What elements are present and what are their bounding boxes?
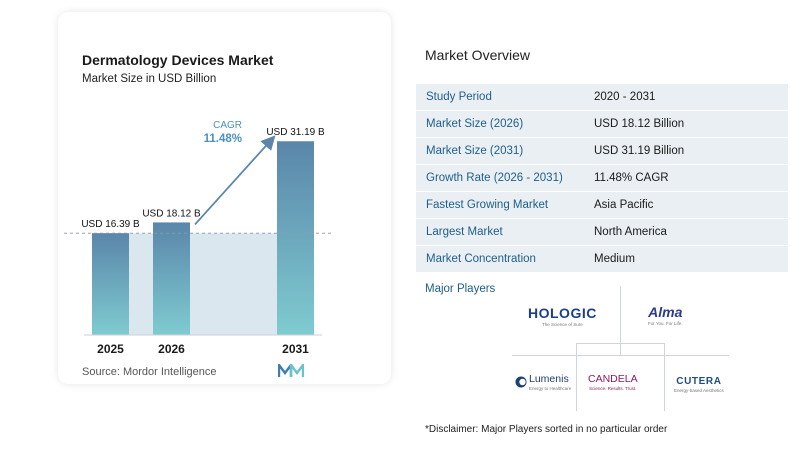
bar-2026 [153, 222, 190, 335]
overview-row: Fastest Growing Market Asia Pacific [416, 192, 788, 219]
overview-row: Market Concentration Medium [416, 246, 788, 273]
row-value: USD 18.12 Billion [594, 118, 685, 130]
cutera-logo: CUTERA Energy-based Aesthetics [674, 376, 724, 393]
category-label-2026: 2026 [158, 342, 185, 356]
alma-logo: Alma For You. For Life. [648, 304, 683, 326]
major-players-label: Major Players [425, 283, 496, 295]
overview-title: Market Overview [425, 47, 531, 63]
row-value: Asia Pacific [594, 199, 654, 211]
disclaimer-note: *Disclaimer: Major Players sorted in no … [425, 424, 668, 435]
row-value: 11.48% CAGR [594, 172, 669, 184]
mordor-intelligence-logo-icon [278, 364, 304, 377]
row-label: Study Period [426, 91, 492, 103]
logo-tagline: For You. For Life. [648, 321, 683, 326]
logo-name: Alma [648, 304, 683, 320]
overview-row: Market Size (2031) USD 31.19 Billion [416, 138, 788, 165]
logo-name: CUTERA [676, 376, 722, 387]
logo-name: HOLOGIC [528, 305, 597, 321]
source-note: Source: Mordor Intelligence [82, 366, 217, 378]
data-label-2026: USD 18.12 B [142, 208, 201, 219]
row-value: Medium [594, 253, 635, 265]
overview-table: Study Period 2020 - 2031 Market Size (20… [416, 84, 788, 273]
chart-subtitle: Market Size in USD Billion [82, 73, 217, 85]
row-label: Largest Market [426, 226, 503, 238]
grid-divider [620, 286, 621, 356]
grid-divider [576, 343, 577, 411]
bar-2031 [277, 141, 314, 335]
grid-divider [664, 343, 665, 411]
row-label: Market Size (2031) [426, 145, 524, 157]
logo-tagline: Energy to Healthcare [529, 386, 572, 391]
row-value: North America [594, 226, 667, 238]
logo-tagline: Energy-based Aesthetics [674, 388, 724, 393]
chart-title: Dermatology Devices Market [82, 52, 274, 68]
overview-row: Market Size (2026) USD 18.12 Billion [416, 111, 788, 138]
hologic-logo: HOLOGIC The Science of Sure [528, 305, 597, 327]
row-label: Market Size (2026) [426, 118, 524, 130]
logo-tagline: Science. Results. Trust. [589, 386, 637, 391]
logo-name: CANDELA [588, 373, 638, 385]
grid-divider [512, 355, 729, 356]
logo-name: Lumenis [529, 373, 569, 385]
cagr-value: 11.48% [204, 133, 242, 145]
data-label-2031: USD 31.19 B [266, 127, 325, 138]
overview-row: Growth Rate (2026 - 2031) 11.48% CAGR [416, 165, 788, 192]
logo-tagline: The Science of Sure [542, 322, 583, 327]
row-label: Growth Rate (2026 - 2031) [426, 172, 563, 184]
cagr-arrow [194, 135, 276, 226]
cagr-label: CAGR [213, 120, 242, 131]
lumenis-logo: Lumenis Energy to Healthcare [515, 373, 571, 391]
row-label: Market Concentration [426, 253, 536, 265]
overview-row: Largest Market North America [416, 219, 788, 246]
category-label-2025: 2025 [97, 342, 124, 356]
grid-divider [576, 343, 664, 344]
row-value: USD 31.19 Billion [594, 145, 685, 157]
data-label-2025: USD 16.39 B [81, 219, 140, 230]
candela-logo: CANDELA Science. Results. Trust. [588, 373, 638, 391]
lumenis-icon [515, 376, 527, 388]
row-label: Fastest Growing Market [426, 199, 549, 211]
row-value: 2020 - 2031 [594, 91, 656, 103]
overview-row: Study Period 2020 - 2031 [416, 84, 788, 111]
bar-2025 [92, 233, 129, 335]
category-label-2031: 2031 [282, 342, 309, 356]
